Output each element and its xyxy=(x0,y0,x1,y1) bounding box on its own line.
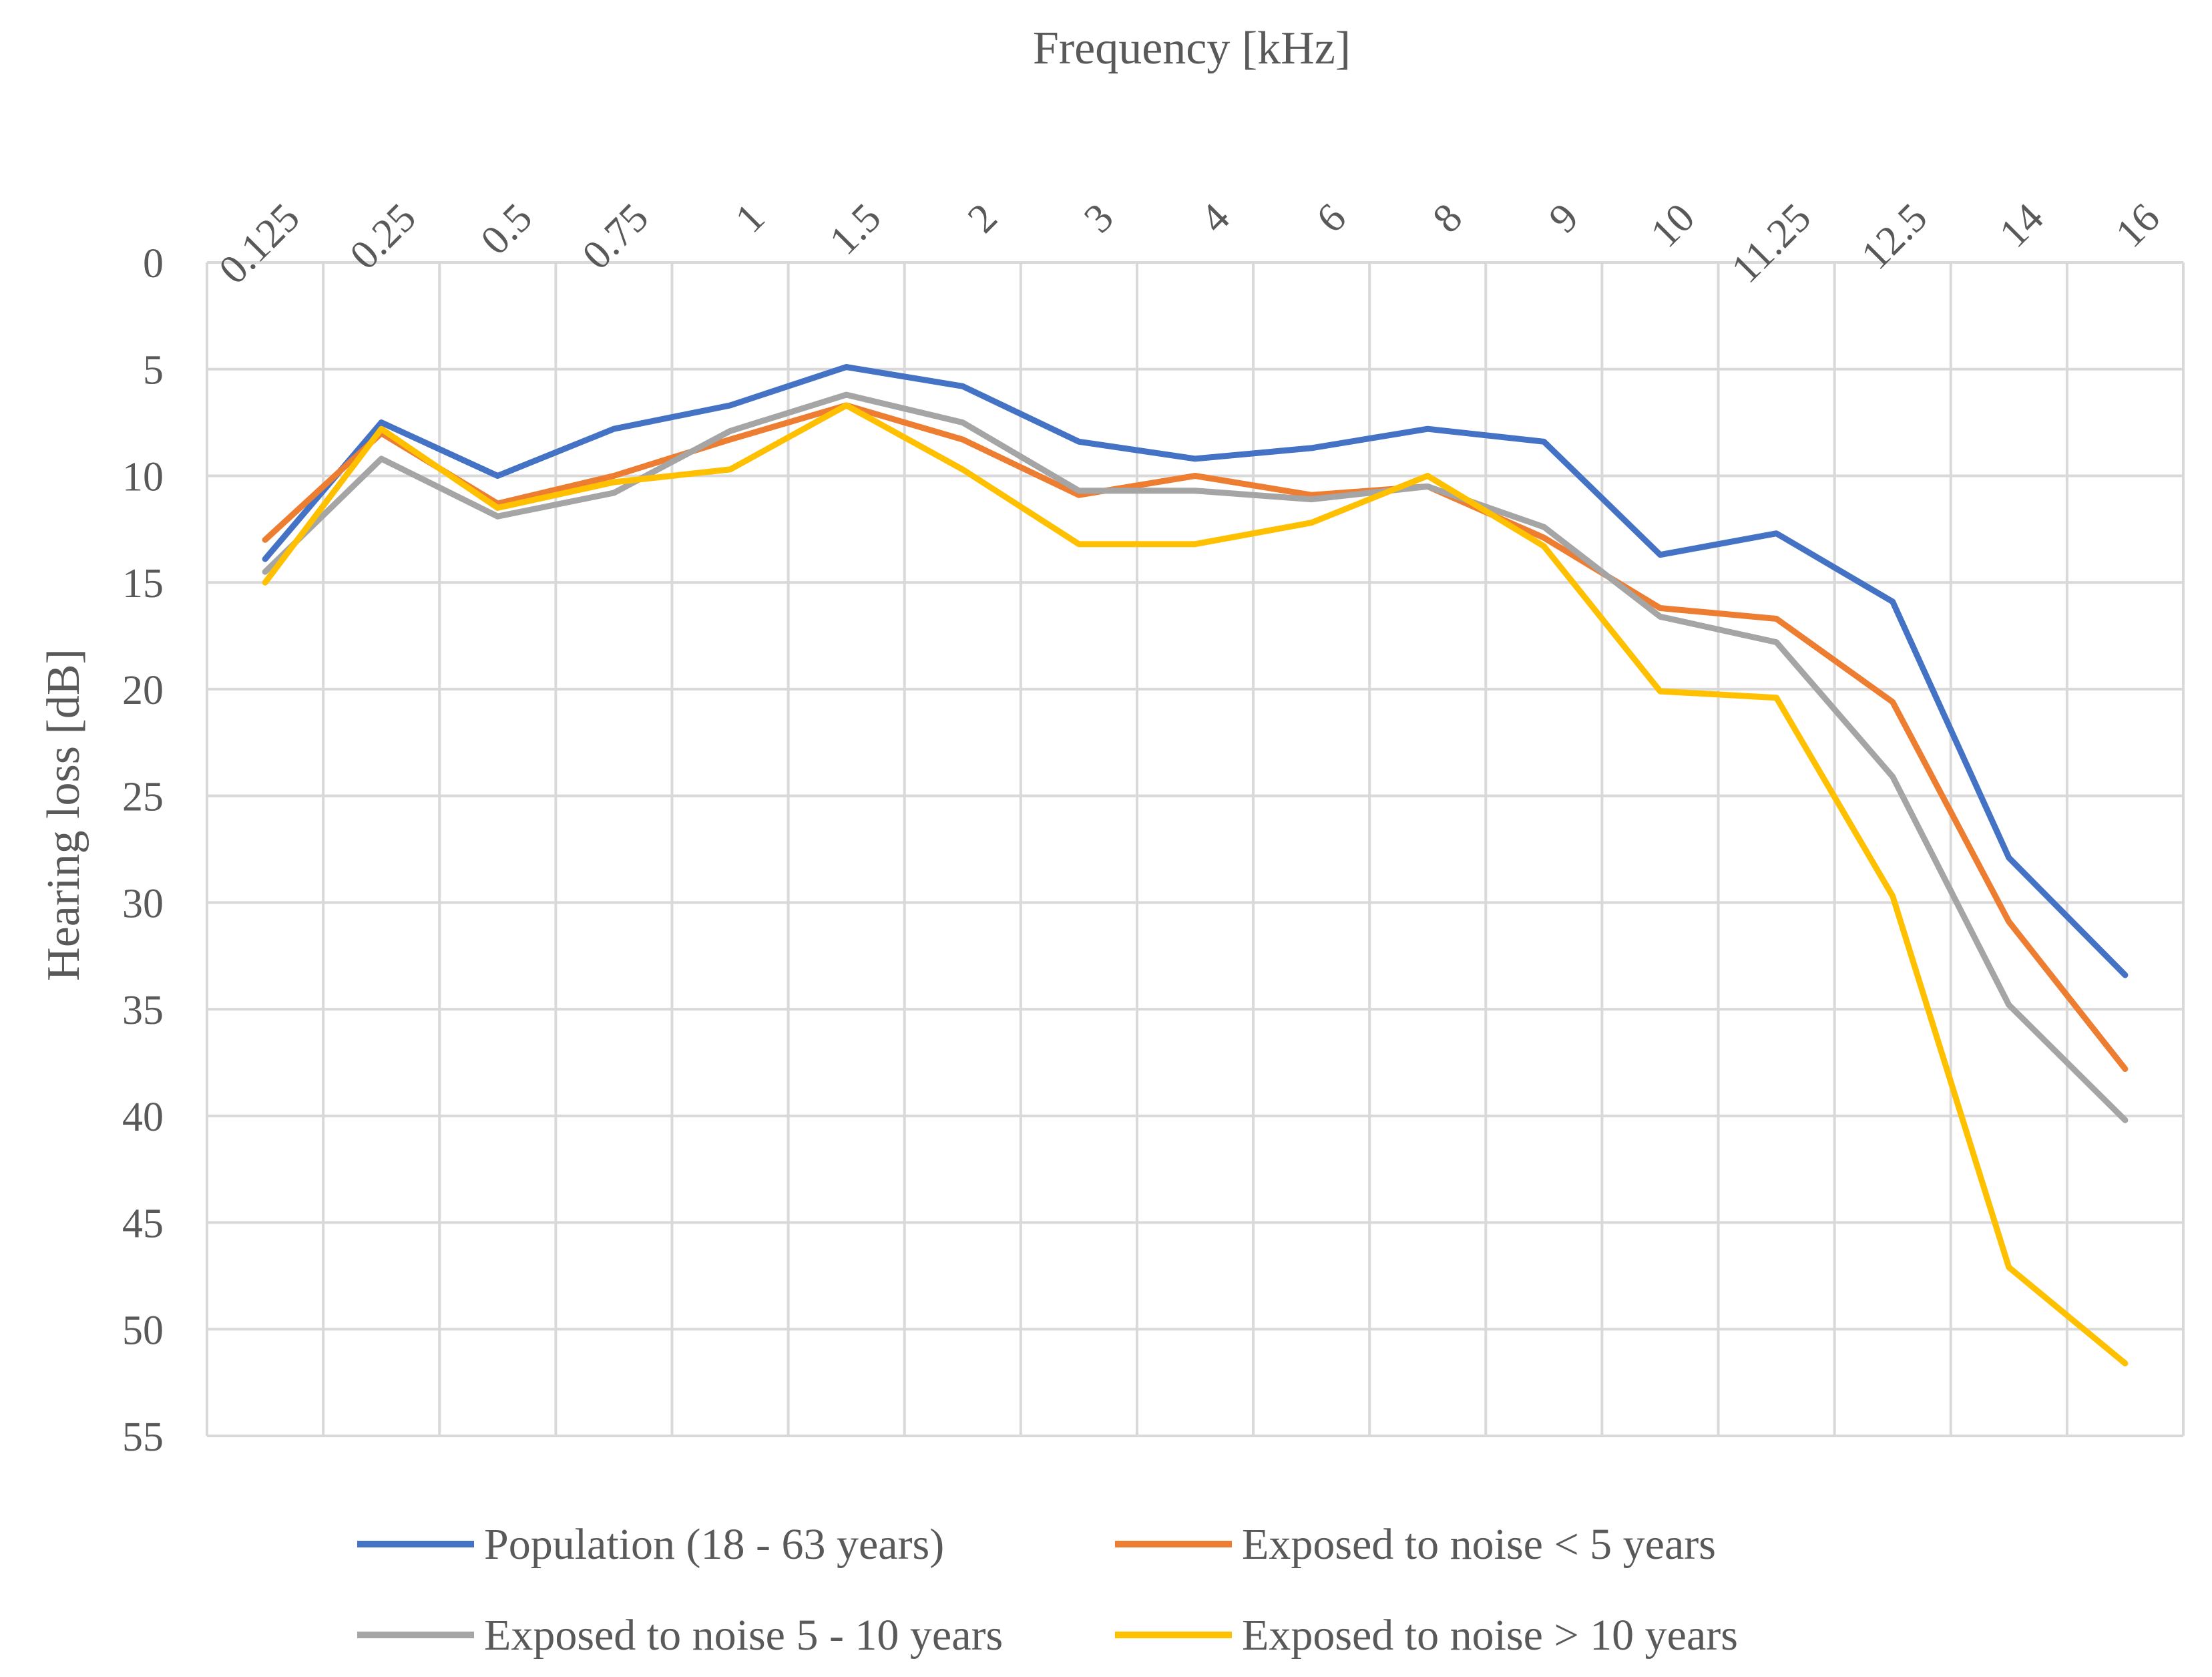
x-tick-label: 2 xyxy=(959,195,1006,242)
x-tick-label: 0.5 xyxy=(472,195,541,264)
x-tick-label: 10 xyxy=(1642,195,1703,256)
x-tick-label: 14 xyxy=(1991,195,2052,256)
legend-label-1: Exposed to noise < 5 years xyxy=(1242,1520,1716,1569)
x-tick-label: 0.125 xyxy=(210,195,308,293)
y-tick-label: 55 xyxy=(122,1415,164,1460)
x-tick-label: 16 xyxy=(2107,195,2169,256)
x-tick-label: 1 xyxy=(726,195,773,242)
y-tick-label: 5 xyxy=(143,348,164,393)
grid xyxy=(206,261,2185,1437)
x-tick-label: 1.5 xyxy=(821,195,890,264)
y-tick-labels: 0 5 10 15 20 25 30 35 40 45 50 55 xyxy=(122,241,164,1460)
legend-label-3: Exposed to noise > 10 years xyxy=(1242,1611,1738,1660)
y-tick-label: 35 xyxy=(122,988,164,1033)
y-tick-label: 15 xyxy=(122,561,164,606)
series-line-2 xyxy=(262,391,2129,1123)
x-tick-label: 0.75 xyxy=(574,195,658,278)
x-tick-label: 6 xyxy=(1308,195,1355,242)
y-tick-label: 0 xyxy=(143,241,164,287)
y-tick-label: 10 xyxy=(122,454,164,500)
series-line-3 xyxy=(262,402,2129,1366)
y-tick-label: 50 xyxy=(122,1308,164,1353)
legend-label-0: Population (18 - 63 years) xyxy=(484,1520,944,1569)
y-tick-label: 45 xyxy=(122,1201,164,1247)
x-tick-labels: 0.125 0.25 0.5 0.75 1 1.5 2 3 4 6 8 9 10 11.25 12.5 14 1… xyxy=(210,195,2169,293)
x-tick-label: 4 xyxy=(1192,195,1239,242)
y-tick-label: 25 xyxy=(122,775,164,820)
y-tick-label: 30 xyxy=(122,881,164,926)
x-tick-label: 12.5 xyxy=(1853,195,1936,278)
series-line-1 xyxy=(262,402,2129,1072)
y-tick-label: 20 xyxy=(122,668,164,713)
x-tick-label: 0.25 xyxy=(341,195,425,278)
series-line-0 xyxy=(262,364,2129,978)
y-tick-label: 40 xyxy=(122,1095,164,1140)
x-axis-title: Frequency [kHz] xyxy=(1033,23,1351,74)
series-lines xyxy=(262,364,2129,1366)
legend-label-2: Exposed to noise 5 - 10 years xyxy=(484,1611,1003,1660)
y-axis-title: Hearing loss [dB] xyxy=(38,648,89,981)
x-tick-label: 9 xyxy=(1540,195,1587,242)
x-tick-label: 11.25 xyxy=(1723,195,1819,292)
x-tick-label: 8 xyxy=(1424,195,1471,242)
legend: Population (18 - 63 years) Exposed to noi… xyxy=(357,1520,1738,1660)
x-tick-label: 3 xyxy=(1076,195,1122,242)
